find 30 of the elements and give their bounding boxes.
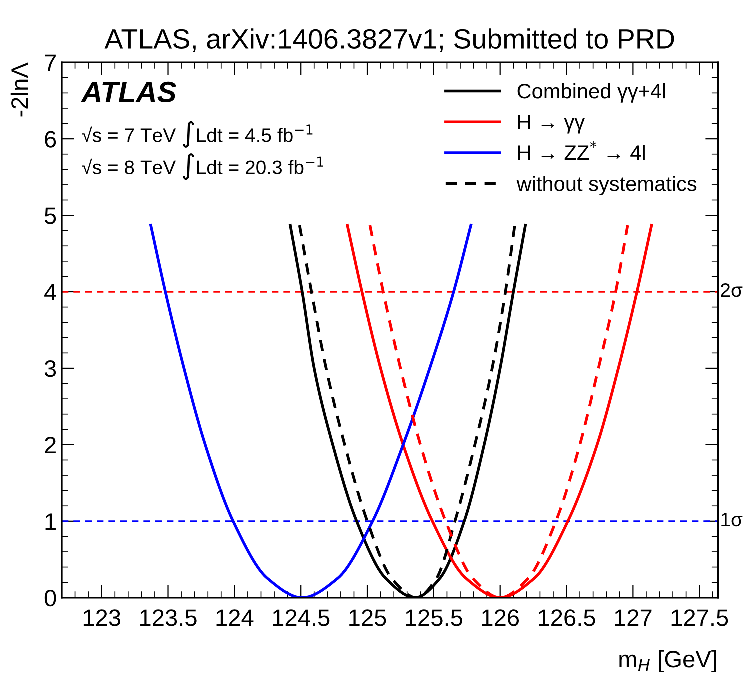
y-tick-label: 4 [44,284,56,301]
y-tick-label: 0 [44,590,56,607]
legend-label: Combined γγ+4l [518,83,666,103]
y-tick-label: 1 [46,514,56,530]
x-tick-label: 124.5 [273,610,330,626]
y-tick-label: 3 [44,360,56,378]
y-tick-label: 6 [45,131,56,148]
x-tick-label: 126.5 [539,610,596,626]
chart-title: ATLAS, arXiv:1406.3827v1; Submitted to PRD [104,28,674,52]
y-tick-label: 7 [45,54,56,72]
annotation: ATLAS [81,82,176,103]
x-tick-label: 126 [482,610,520,626]
x-tick-label: 127.5 [672,610,728,626]
x-tick-label: 125.5 [406,610,462,626]
x-axis-title: m$_{H}$ [GeV] [620,650,716,672]
x-tick-label: 123 [84,610,121,626]
annotation: √s = 7 TeV ∫Ldt = 4.5 fb$^{−1}$ [82,121,313,148]
legend-label: without systematics [516,176,697,196]
legend-label: H → ZZ$^{*}$ → 4l [518,141,645,160]
annotation: √s = 8 TeV ∫Ldt = 20.3 fb$^{−1}$ [82,153,324,180]
x-tick-label: 125 [350,610,386,626]
x-tick-label: 123.5 [140,610,197,626]
x-tick-label: 124 [216,610,254,626]
x-tick-label: 127 [615,610,652,626]
legend-label: H → γγ [518,115,585,134]
y-axis-title: -2lnΛ [10,62,28,117]
ref-line-label: 1σ [722,513,743,527]
ref-line-label: 2σ [721,283,743,298]
y-tick-label: 5 [44,208,56,224]
y-tick-label: 2 [45,437,56,454]
